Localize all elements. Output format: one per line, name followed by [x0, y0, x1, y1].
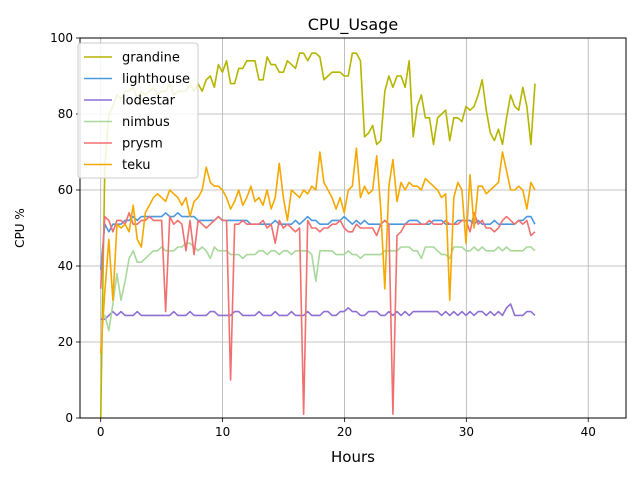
y-tick-label: 0 [65, 411, 73, 425]
legend-label-lodestar: lodestar [122, 94, 176, 109]
legend-label-grandine: grandine [122, 51, 180, 66]
series-line-nimbus [100, 242, 536, 332]
series-line-prysm [99, 212, 536, 416]
y-axis-label: CPU % [13, 208, 27, 248]
legend-box [77, 42, 199, 179]
y-tick-label: 60 [58, 183, 73, 197]
y-tick-label: 40 [58, 259, 73, 273]
x-tick-label: 40 [581, 425, 596, 439]
legend-label-prysm: prysm [122, 137, 163, 152]
series-line-teku [99, 147, 536, 354]
series-lines [99, 52, 536, 419]
series-line-lodestar [100, 303, 536, 321]
x-tick-label: 0 [97, 425, 105, 439]
legend-label-lighthouse: lighthouse [122, 72, 190, 87]
axis-ticks: 0 10 20 30 40 0 20 40 60 80 100 [50, 31, 596, 439]
y-tick-label: 80 [58, 107, 73, 121]
x-axis-label: Hours [331, 448, 375, 466]
legend-label-teku: teku [122, 158, 150, 173]
legend: grandine lighthouse lodestar nimbus prysm tek… [77, 42, 199, 179]
chart-title: CPU_Usage [308, 15, 398, 35]
legend-label-nimbus: nimbus [122, 115, 170, 130]
x-tick-label: 10 [215, 425, 230, 439]
plot-frame [79, 37, 627, 419]
x-tick-label: 30 [459, 425, 474, 439]
y-tick-label: 100 [50, 31, 73, 45]
x-tick-label: 20 [337, 425, 352, 439]
y-tick-label: 20 [58, 335, 73, 349]
